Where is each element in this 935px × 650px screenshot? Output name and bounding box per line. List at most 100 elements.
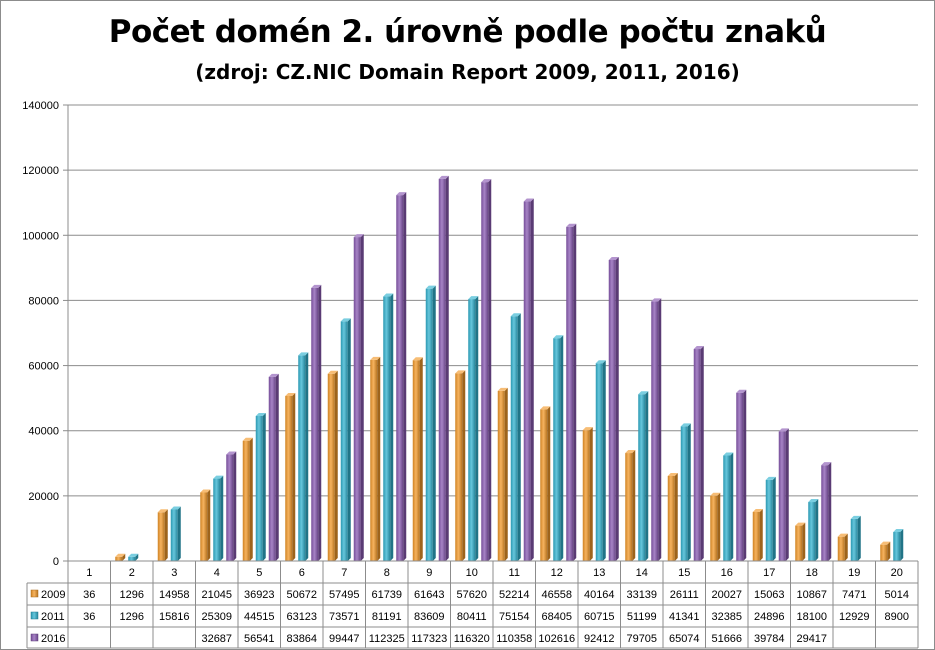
bar-2009-10	[455, 370, 466, 561]
bar-2011-16	[723, 452, 734, 561]
legend-label: 2016	[41, 633, 65, 645]
data-label: 36	[83, 589, 95, 601]
bar-2011-7	[340, 318, 351, 561]
category-label: 10	[466, 567, 478, 579]
data-label: 79705	[626, 633, 657, 645]
bar-2009-17	[752, 508, 763, 561]
bar-2016-14	[651, 298, 662, 561]
bar-2011-15	[680, 423, 691, 561]
data-label: 57495	[329, 589, 360, 601]
data-label: 61739	[371, 589, 402, 601]
bar-2016-9	[438, 175, 449, 561]
data-label: 5014	[885, 589, 909, 601]
data-label: 33139	[626, 589, 657, 601]
data-label: 63123	[286, 611, 317, 623]
category-label: 7	[341, 567, 347, 579]
category-label: 9	[426, 567, 432, 579]
data-label: 73571	[329, 611, 360, 623]
category-label: 8	[384, 567, 390, 579]
data-label: 56541	[244, 633, 275, 645]
data-label: 10867	[796, 589, 827, 601]
data-label: 46558	[541, 589, 572, 601]
bar-2009-3	[157, 509, 168, 561]
data-label: 41341	[669, 611, 700, 623]
data-label: 7471	[842, 589, 866, 601]
data-label: 80411	[457, 611, 487, 623]
bar-2011-12	[553, 335, 564, 561]
bar-2016-6	[311, 284, 322, 561]
data-label: 32385	[711, 611, 742, 623]
category-label: 3	[171, 567, 177, 579]
data-label: 61643	[414, 589, 445, 601]
category-label: 6	[299, 567, 305, 579]
data-label: 12929	[839, 611, 870, 623]
data-label: 20027	[711, 589, 742, 601]
category-label: 13	[593, 567, 605, 579]
bar-2011-4	[213, 475, 224, 561]
data-label: 14958	[159, 589, 190, 601]
category-label: 1	[86, 567, 92, 579]
bar-2011-19	[850, 515, 861, 561]
bars	[72, 175, 904, 562]
gridlines	[68, 104, 918, 562]
bar-2009-11	[497, 387, 508, 561]
bar-2016-18	[821, 462, 832, 561]
bar-2016-15	[693, 346, 704, 561]
bar-2011-11	[510, 313, 521, 561]
category-label: 4	[214, 567, 220, 579]
y-tick-label: 20000	[28, 491, 59, 503]
bar-2011-10	[468, 296, 479, 561]
bar-2011-5	[255, 413, 266, 561]
data-label: 116320	[454, 633, 490, 645]
data-label: 81191	[372, 611, 402, 623]
data-label: 68405	[541, 611, 572, 623]
data-label: 110358	[496, 633, 532, 645]
data-label: 117323	[411, 633, 447, 645]
data-label: 102616	[538, 633, 575, 645]
bar-2009-6	[285, 392, 296, 561]
bar-2011-6	[298, 352, 309, 561]
data-label: 40164	[584, 589, 615, 601]
bar-2009-15	[667, 472, 678, 561]
bar-2009-14	[625, 450, 636, 561]
data-label: 83609	[414, 611, 445, 623]
y-tick-label: 0	[53, 556, 59, 568]
bar-2009-7	[327, 370, 338, 561]
y-tick-label: 120000	[22, 165, 59, 177]
data-label: 36923	[244, 589, 275, 601]
bar-2011-3	[170, 506, 181, 561]
bar-2011-18	[808, 499, 819, 561]
data-label: 44515	[244, 611, 275, 623]
bar-2011-14	[638, 391, 649, 561]
data-label: 8900	[885, 611, 909, 623]
category-label: 5	[256, 567, 262, 579]
data-label: 26111	[670, 589, 699, 601]
category-label: 17	[763, 567, 775, 579]
y-tick-label: 60000	[28, 361, 59, 373]
data-label: 36	[83, 611, 95, 623]
legend-key-2016	[30, 633, 39, 642]
data-label: 25309	[201, 611, 232, 623]
category-label: 19	[848, 567, 860, 579]
data-label: 24896	[754, 611, 785, 623]
data-label: 83864	[286, 633, 317, 645]
chart-title: Počet domén 2. úrovně podle počtu znaků	[108, 14, 827, 50]
chart-subtitle: (zdroj: CZ.NIC Domain Report 2009, 2011,…	[195, 60, 740, 84]
bar-2016-13	[608, 257, 619, 561]
bar-2009-16	[710, 492, 721, 561]
category-label: 20	[891, 567, 903, 579]
bar-2011-20	[893, 529, 904, 561]
bar-2016-4	[226, 451, 237, 561]
bar-2016-5	[268, 373, 279, 561]
bar-2016-12	[566, 223, 577, 562]
data-label: 32687	[201, 633, 232, 645]
bar-2009-12	[540, 406, 551, 561]
data-label: 65074	[669, 633, 700, 645]
legend-key-2011	[30, 611, 39, 620]
data-label: 92412	[584, 633, 615, 645]
data-label: 39784	[754, 633, 785, 645]
category-label: 16	[721, 567, 733, 579]
category-label: 14	[636, 567, 648, 579]
